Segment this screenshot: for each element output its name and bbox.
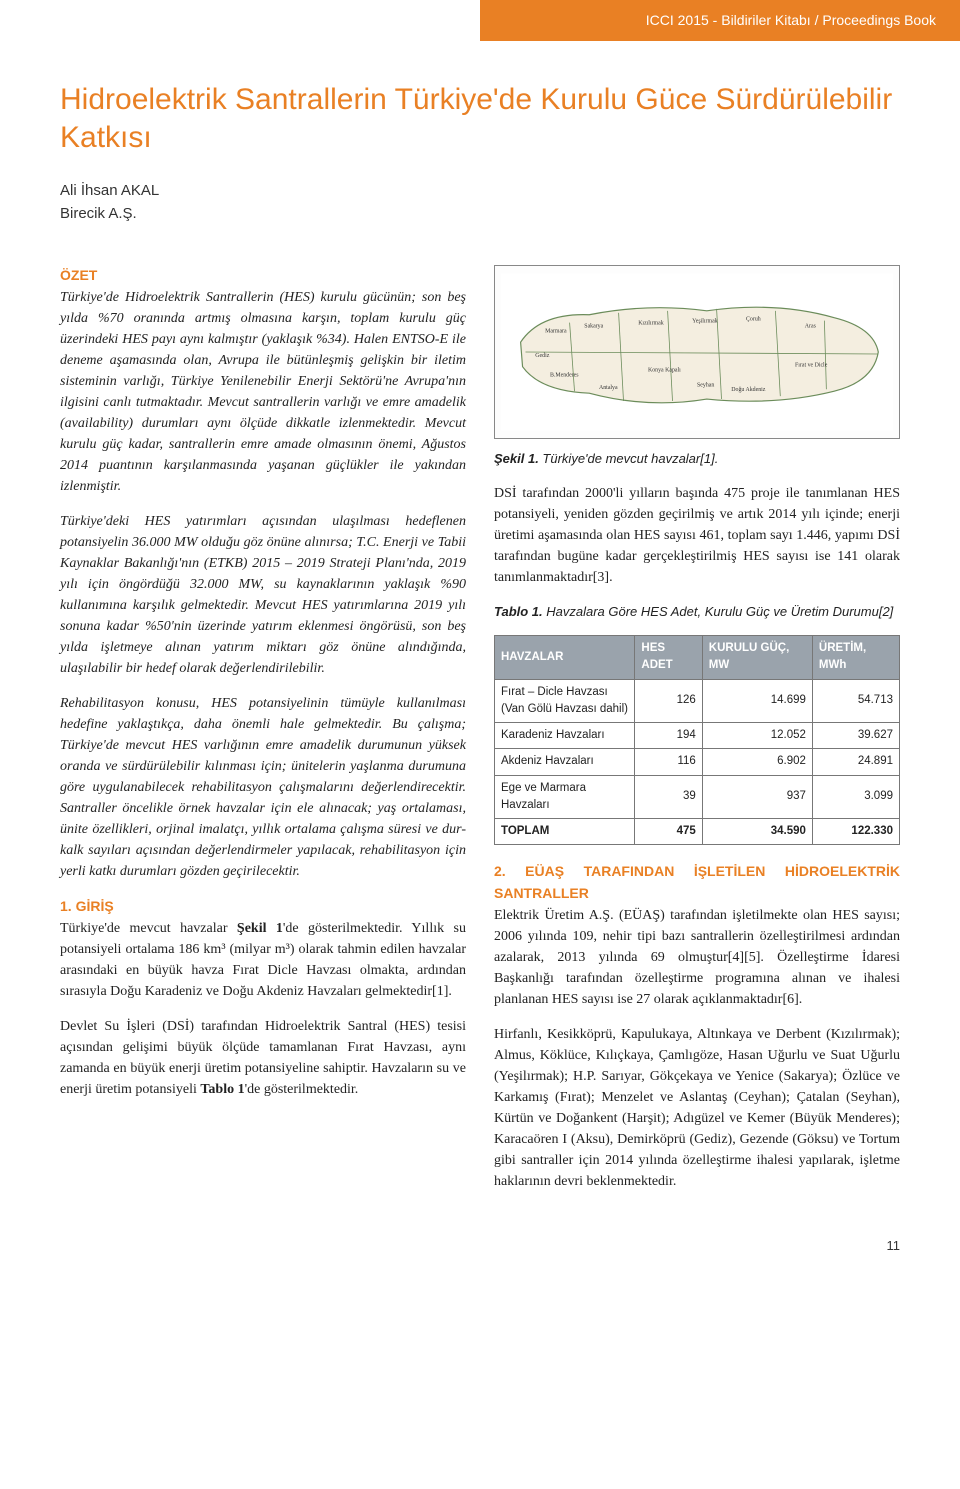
map-label: B.Menderes <box>550 373 579 379</box>
map-label: Çoruh <box>746 317 761 323</box>
section-1-heading: 1. GİRİŞ <box>60 898 114 914</box>
sec1-p1b: Şekil 1 <box>237 921 283 936</box>
abstract-paragraph-2: Türkiye'deki HES yatırımları açısından u… <box>60 511 466 679</box>
map-label: Konya Kapalı <box>648 368 681 374</box>
table-1-col-2: KURULU GÜÇ, MW <box>702 636 812 680</box>
table-cell: 116 <box>635 749 702 775</box>
left-column: ÖZET Türkiye'de Hidroelektrik Santraller… <box>60 265 466 1206</box>
paper-title: Hidroelektrik Santrallerin Türkiye'de Ku… <box>60 81 900 156</box>
table-cell: 475 <box>635 819 702 845</box>
fig1-caption-bold: Şekil 1. <box>494 451 539 466</box>
author-block: Ali İhsan AKAL Birecik A.Ş. <box>60 180 900 225</box>
table-row: Akdeniz Havzaları 116 6.902 24.891 <box>495 749 900 775</box>
table-cell: 14.699 <box>702 679 812 723</box>
header-text: ICCI 2015 - Bildiriler Kitabı / Proceedi… <box>646 12 936 28</box>
map-label: Antalya <box>599 385 618 391</box>
table-1-head: HAVZALAR HES ADET KURULU GÜÇ, MW ÜRETİM,… <box>495 636 900 680</box>
right-paragraph-1: DSİ tarafından 2000'li yılların başında … <box>494 483 900 588</box>
tab1-caption-rest: Havzalara Göre HES Adet, Kurulu Güç ve Ü… <box>543 604 894 619</box>
table-1-col-0: HAVZALAR <box>495 636 635 680</box>
author-name: Ali İhsan AKAL <box>60 180 900 203</box>
right-column: Marmara Sakarya Kızılırmak Yeşilırmak Ço… <box>494 265 900 1206</box>
table-cell: 34.590 <box>702 819 812 845</box>
abstract-text-1: Türkiye'de Hidroelektrik Santrallerin (H… <box>60 290 466 494</box>
map-label: Doğu Akdeniz <box>731 386 765 393</box>
tab1-caption-bold: Tablo 1. <box>494 604 543 619</box>
section-2-paragraph-2: Hirfanlı, Kesikköprü, Kapulukaya, Altınk… <box>494 1024 900 1192</box>
map-label: Sakarya <box>584 324 603 330</box>
table-1-caption: Tablo 1. Havzalara Göre HES Adet, Kurulu… <box>494 602 900 622</box>
table-row: Fırat – Dicle Havzası (Van Gölü Havzası … <box>495 679 900 723</box>
page-number: 11 <box>0 1236 960 1276</box>
abstract-paragraph-1: ÖZET Türkiye'de Hidroelektrik Santraller… <box>60 265 466 497</box>
turkey-basins-map: Marmara Sakarya Kızılırmak Yeşilırmak Ço… <box>501 272 893 432</box>
table-1-body: Fırat – Dicle Havzası (Van Gölü Havzası … <box>495 679 900 845</box>
sec1-p2b: Tablo 1 <box>200 1082 244 1097</box>
section-1-paragraph-1: 1. GİRİŞ Türkiye'de mevcut havzalar Şeki… <box>60 896 466 1002</box>
table-cell: 6.902 <box>702 749 812 775</box>
table-cell: Ege ve Marmara Havzaları <box>495 775 635 819</box>
map-label: Seyhan <box>697 382 714 388</box>
table-cell: 194 <box>635 723 702 749</box>
table-cell: 126 <box>635 679 702 723</box>
table-row-total: TOPLAM 475 34.590 122.330 <box>495 819 900 845</box>
table-cell: Akdeniz Havzaları <box>495 749 635 775</box>
table-cell: TOPLAM <box>495 819 635 845</box>
map-label: Gediz <box>535 353 549 359</box>
map-label: Aras <box>805 324 817 330</box>
table-1-col-3: ÜRETİM, MWh <box>812 636 899 680</box>
ozet-label: ÖZET <box>60 267 97 283</box>
table-cell: 3.099 <box>812 775 899 819</box>
sec1-p1a: Türkiye'de mevcut havzalar <box>60 921 237 936</box>
fig1-caption-rest: Türkiye'de mevcut havzalar[1]. <box>539 451 719 466</box>
sec1-p2c: 'de gösterilmektedir. <box>245 1082 359 1097</box>
table-cell: Fırat – Dicle Havzası (Van Gölü Havzası … <box>495 679 635 723</box>
section-1-paragraph-2: Devlet Su İşleri (DSİ) tarafından Hidroe… <box>60 1016 466 1100</box>
table-cell: 937 <box>702 775 812 819</box>
table-cell: Karadeniz Havzaları <box>495 723 635 749</box>
abstract-paragraph-3: Rehabilitasyon konusu, HES potansiyelini… <box>60 693 466 882</box>
table-cell: 39.627 <box>812 723 899 749</box>
map-label: Yeşilırmak <box>692 319 718 325</box>
figure-1-caption: Şekil 1. Türkiye'de mevcut havzalar[1]. <box>494 449 900 469</box>
table-1: HAVZALAR HES ADET KURULU GÜÇ, MW ÜRETİM,… <box>494 635 900 845</box>
table-cell: 54.713 <box>812 679 899 723</box>
section-2-heading: 2. EÜAŞ TARAFINDAN İŞLETİLEN HİDROELEKTR… <box>494 863 900 901</box>
figure-1-box: Marmara Sakarya Kızılırmak Yeşilırmak Ço… <box>494 265 900 439</box>
author-affiliation: Birecik A.Ş. <box>60 203 900 226</box>
sec2-text-1: Elektrik Üretim A.Ş. (EÜAŞ) tarafından i… <box>494 908 900 1007</box>
table-cell: 24.891 <box>812 749 899 775</box>
section-2-paragraph-1: 2. EÜAŞ TARAFINDAN İŞLETİLEN HİDROELEKTR… <box>494 861 900 1010</box>
table-1-col-1: HES ADET <box>635 636 702 680</box>
map-label: Marmara <box>545 328 567 334</box>
page-content: Hidroelektrik Santrallerin Türkiye'de Ku… <box>0 41 960 1236</box>
map-label: Fırat ve Dicle <box>795 363 828 369</box>
table-cell: 39 <box>635 775 702 819</box>
table-cell: 122.330 <box>812 819 899 845</box>
table-row: Karadeniz Havzaları 194 12.052 39.627 <box>495 723 900 749</box>
table-cell: 12.052 <box>702 723 812 749</box>
two-column-layout: ÖZET Türkiye'de Hidroelektrik Santraller… <box>60 265 900 1206</box>
header-band: ICCI 2015 - Bildiriler Kitabı / Proceedi… <box>480 0 960 41</box>
table-row: Ege ve Marmara Havzaları 39 937 3.099 <box>495 775 900 819</box>
map-label: Kızılırmak <box>638 321 664 327</box>
